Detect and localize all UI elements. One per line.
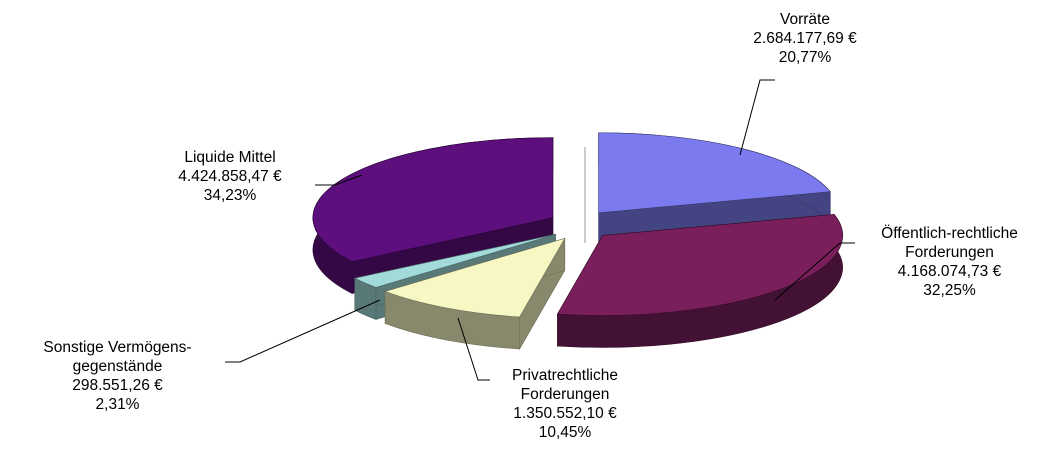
slice — [556, 214, 843, 316]
category: Vorräte — [780, 11, 830, 28]
slice-label: Liquide Mittel 4.424.858,47 € 34,23% — [145, 148, 315, 205]
slice-label: Vorräte 2.684.177,69 € 20,77% — [720, 10, 890, 67]
slice-label: Öffentlich-rechtliche Forderungen 4.168.0… — [852, 224, 1047, 300]
leader-line — [225, 299, 381, 363]
percent-label: 34,23% — [203, 187, 257, 204]
slice — [353, 234, 556, 288]
category: Öffentlich-rechtliche Forderungen — [881, 225, 1018, 261]
slice — [598, 132, 831, 214]
percent-label: 10,45% — [538, 424, 592, 441]
slice-label: Privatrechtliche Forderungen 1.350.552,10… — [490, 366, 640, 442]
leader-line — [739, 79, 775, 156]
category: Sonstige Vermögens-gegenstände — [43, 339, 192, 375]
value-label: 1.350.552,10 € — [513, 405, 617, 422]
value-label: 4.168.074,73 € — [897, 263, 1002, 280]
leader-line — [457, 317, 490, 381]
slice — [312, 137, 554, 262]
category: Privatrechtliche Forderungen — [512, 367, 618, 403]
leader-lines — [225, 79, 855, 381]
percent-label: 2,31% — [95, 396, 140, 413]
slice — [384, 237, 566, 318]
leader-line — [774, 242, 855, 301]
percent-label: 32,25% — [923, 282, 976, 299]
leader-line — [315, 174, 363, 186]
category: Liquide Mittel — [184, 149, 276, 166]
value-label: 298.551,26 € — [72, 377, 163, 394]
value-label: 4.424.858,47 € — [178, 168, 282, 185]
slice-label: Sonstige Vermögens-gegenstände 298.551,26… — [5, 338, 230, 414]
value-label: 2.684.177,69 € — [753, 30, 857, 47]
percent-label: 20,77% — [778, 49, 832, 66]
